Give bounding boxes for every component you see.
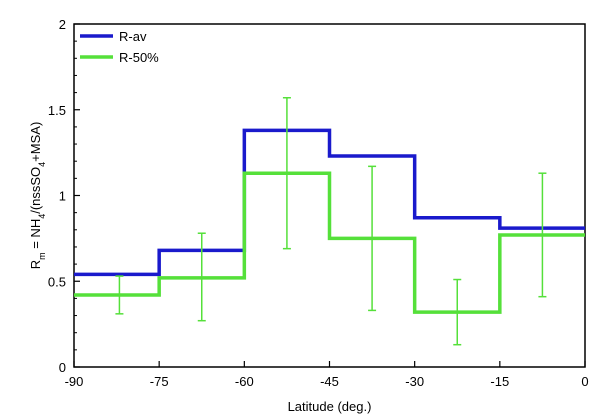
x-tick-label: -30: [405, 374, 424, 389]
series-line-r-50-: [74, 173, 585, 312]
legend-label: R-av: [119, 29, 147, 44]
y-tick-label: 2: [59, 17, 66, 32]
legend: R-av R-50%: [80, 29, 159, 65]
y-tick-label: 0: [59, 360, 66, 375]
y-axis-label: Rm = NH4/(nssSO4+MSA): [28, 122, 47, 270]
x-axis-ticks: -90 -75 -60 -45 -30 -15 0: [65, 361, 589, 389]
x-tick-label: -75: [150, 374, 169, 389]
x-tick-label: -15: [490, 374, 509, 389]
legend-label: R-50%: [119, 50, 159, 65]
x-axis-label: Latitude (deg.): [288, 399, 372, 414]
y-tick-label: 1.5: [48, 103, 66, 118]
x-tick-label: -60: [235, 374, 254, 389]
y-axis-ticks: 0 0.5 1 1.5 2: [48, 17, 80, 375]
series-layer: [74, 130, 585, 312]
x-tick-label: -45: [320, 374, 339, 389]
y-tick-label: 0.5: [48, 274, 66, 289]
x-tick-label: -90: [65, 374, 84, 389]
y-tick-label: 1: [59, 189, 66, 204]
x-tick-label: 0: [581, 374, 588, 389]
